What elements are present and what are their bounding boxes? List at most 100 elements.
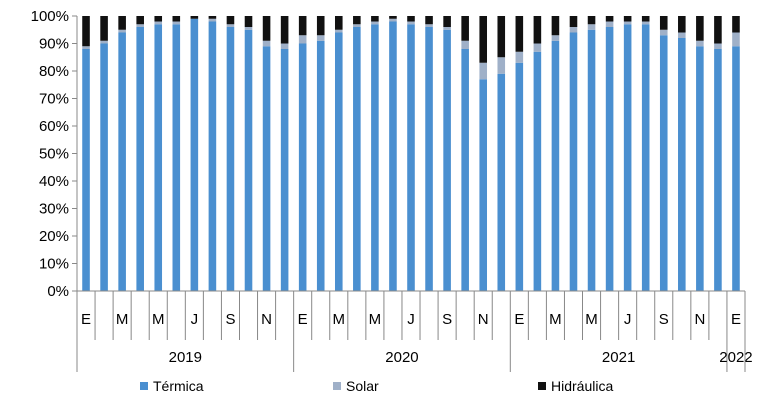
bar-solar — [209, 19, 217, 22]
month-label: J — [407, 311, 415, 328]
month-label: S — [442, 311, 452, 328]
bar-hidraulica — [371, 16, 379, 22]
y-tick-label: 90% — [39, 36, 69, 53]
y-tick-label: 30% — [39, 201, 69, 218]
bar-hidraulica — [82, 16, 90, 46]
bar-termica — [732, 46, 740, 291]
bar-termica — [317, 41, 325, 291]
bar-solar — [118, 30, 126, 33]
month-label: S — [225, 311, 235, 328]
bar-solar — [588, 24, 596, 30]
bar-solar — [479, 63, 487, 80]
month-label: E — [731, 311, 741, 328]
bar-termica — [425, 27, 433, 291]
bar-hidraulica — [317, 16, 325, 35]
bar-hidraulica — [281, 16, 289, 44]
bar-termica — [552, 41, 560, 291]
month-label: M — [549, 311, 562, 328]
bar-solar — [660, 30, 668, 36]
bar-solar — [82, 46, 90, 49]
bar-termica — [588, 30, 596, 291]
bar-hidraulica — [191, 16, 199, 19]
bar-termica — [624, 24, 632, 291]
bar-hidraulica — [443, 16, 451, 27]
bar-hidraulica — [732, 16, 740, 33]
bar-solar — [371, 22, 379, 25]
bar-solar — [516, 52, 524, 63]
bar-hidraulica — [696, 16, 704, 41]
bar-solar — [443, 27, 451, 30]
bar-solar — [678, 33, 686, 39]
bar-termica — [299, 44, 307, 292]
legend-label: Hidráulica — [551, 378, 613, 394]
legend-swatch — [140, 382, 148, 390]
bar-termica — [642, 24, 650, 291]
bar-termica — [335, 33, 343, 292]
month-label: S — [659, 311, 669, 328]
bar-termica — [154, 24, 162, 291]
legend-swatch — [538, 382, 546, 390]
month-label: M — [333, 311, 346, 328]
month-label: M — [116, 311, 129, 328]
bar-solar — [353, 24, 361, 27]
bar-termica — [461, 49, 469, 291]
y-tick-label: 100% — [31, 8, 69, 25]
month-label: E — [81, 311, 91, 328]
bar-termica — [209, 22, 217, 292]
month-label: N — [478, 311, 489, 328]
bar-solar — [570, 27, 578, 33]
bar-hidraulica — [263, 16, 271, 41]
year-label: 2021 — [602, 349, 635, 366]
month-label: M — [369, 311, 382, 328]
bar-solar — [173, 22, 181, 25]
bar-hidraulica — [552, 16, 560, 35]
bar-solar — [100, 41, 108, 44]
bar-hidraulica — [516, 16, 524, 52]
bar-hidraulica — [335, 16, 343, 30]
bar-solar — [263, 41, 271, 47]
bar-hidraulica — [245, 16, 253, 27]
bar-hidraulica — [642, 16, 650, 22]
bar-termica — [407, 24, 415, 291]
month-label: M — [152, 311, 165, 328]
bar-solar — [281, 44, 289, 50]
bar-hidraulica — [136, 16, 144, 24]
bar-hidraulica — [407, 16, 415, 22]
y-tick-label: 60% — [39, 118, 69, 135]
bar-solar — [154, 22, 162, 25]
bar-hidraulica — [588, 16, 596, 24]
bar-hidraulica — [353, 16, 361, 24]
bar-termica — [191, 19, 199, 291]
bar-solar — [245, 27, 253, 30]
bar-termica — [714, 49, 722, 291]
bar-termica — [516, 63, 524, 291]
bar-solar — [696, 41, 704, 47]
bar-hidraulica — [660, 16, 668, 30]
month-label: N — [694, 311, 705, 328]
x-axis: E M M J S N E M M J S N E M M J S N E 2019 2020 2021 2022 — [77, 291, 753, 372]
bar-solar — [732, 33, 740, 47]
bars-layer — [82, 16, 740, 291]
y-axis: 0% 10% 20% 30% 40% 50% 60% 70% 80% 90% 100% — [31, 8, 77, 300]
y-tick-label: 80% — [39, 63, 69, 80]
bar-solar — [407, 22, 415, 25]
y-tick-label: 70% — [39, 91, 69, 108]
bar-solar — [461, 41, 469, 49]
bar-solar — [497, 57, 505, 74]
month-label: J — [191, 311, 199, 328]
bar-hidraulica — [118, 16, 126, 30]
y-tick-label: 20% — [39, 228, 69, 245]
month-label: E — [514, 311, 524, 328]
bar-solar — [389, 19, 397, 22]
bar-hidraulica — [209, 16, 217, 19]
bar-hidraulica — [714, 16, 722, 44]
bar-termica — [118, 33, 126, 292]
month-label: J — [624, 311, 632, 328]
bar-termica — [389, 22, 397, 292]
legend-swatch — [333, 382, 341, 390]
bar-termica — [263, 46, 271, 291]
bar-solar — [299, 35, 307, 43]
year-label: 2022 — [719, 349, 752, 366]
bar-termica — [534, 52, 542, 291]
